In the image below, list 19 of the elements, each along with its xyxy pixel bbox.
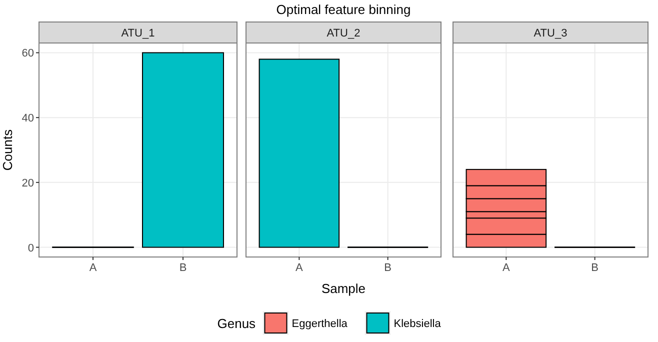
- chart-title: ATU_3: [534, 28, 568, 40]
- y-tick-label: 60: [22, 48, 34, 60]
- text: Optimal feature binning: [276, 2, 411, 17]
- x-tick-label: B: [179, 262, 187, 274]
- chart-title: ATU_1: [121, 28, 155, 40]
- x-tick-label: B: [591, 262, 598, 274]
- x-tick-label: A: [296, 262, 304, 274]
- y-tick-label: 20: [22, 177, 34, 190]
- legend-title: Genus: [217, 316, 256, 331]
- y-tick-label: 40: [22, 112, 34, 125]
- legend-label: Eggerthella: [292, 318, 348, 330]
- x-tick-label: A: [89, 262, 98, 274]
- chart-title: ATU_2: [326, 28, 360, 40]
- x-tick-label: A: [502, 262, 511, 274]
- x-axis-title: Sample: [321, 281, 366, 296]
- legend-label: Klebsiella: [394, 318, 442, 330]
- y-axis-title: Counts: [0, 128, 15, 171]
- y-tick-label: 0: [28, 242, 34, 254]
- x-tick-label: B: [384, 262, 392, 274]
